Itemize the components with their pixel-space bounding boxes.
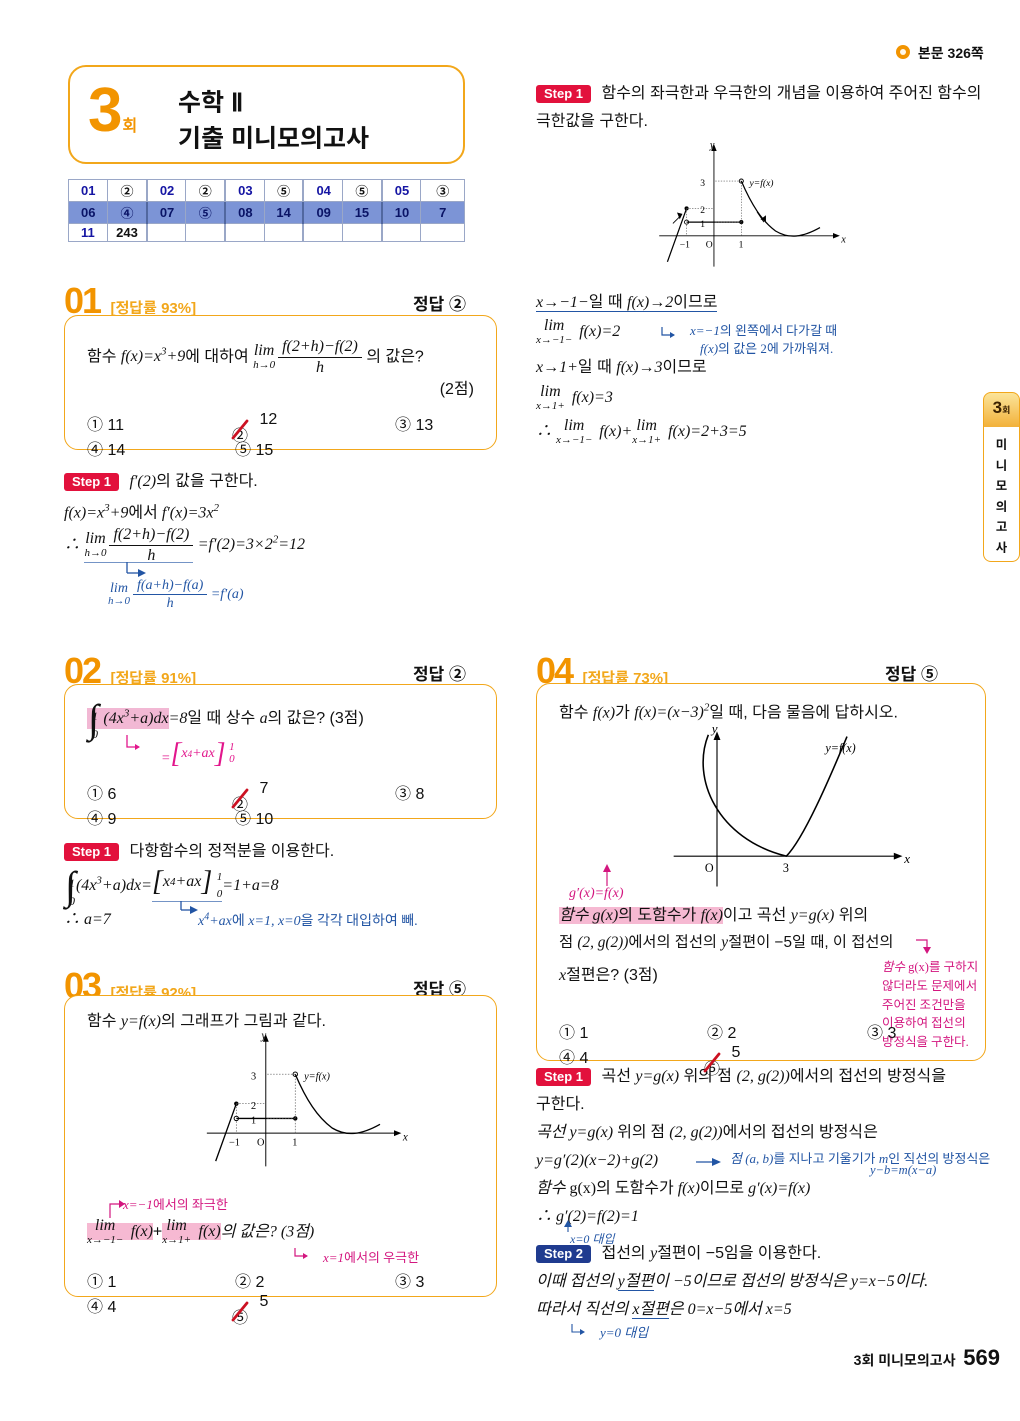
svg-text:1: 1 bbox=[739, 239, 744, 250]
svg-text:y=f(x): y=f(x) bbox=[303, 1071, 330, 1082]
svg-text:x: x bbox=[840, 235, 846, 246]
svg-text:y: y bbox=[260, 1030, 266, 1042]
svg-text:3: 3 bbox=[700, 178, 705, 189]
svg-text:1: 1 bbox=[292, 1138, 297, 1149]
svg-text:O: O bbox=[705, 861, 714, 875]
svg-text:y=f(x): y=f(x) bbox=[823, 741, 855, 755]
svg-text:y=f(x): y=f(x) bbox=[749, 178, 774, 189]
svg-text:3: 3 bbox=[783, 861, 789, 875]
svg-text:2: 2 bbox=[251, 1101, 256, 1112]
svg-text:1: 1 bbox=[700, 219, 705, 230]
svg-text:O: O bbox=[706, 239, 713, 250]
svg-text:x: x bbox=[903, 851, 910, 866]
svg-text:2: 2 bbox=[700, 205, 705, 216]
svg-text:3: 3 bbox=[251, 1071, 256, 1082]
svg-text:y: y bbox=[710, 726, 718, 736]
svg-text:1: 1 bbox=[251, 1116, 256, 1127]
svg-text:−1: −1 bbox=[680, 239, 690, 250]
svg-text:O: O bbox=[257, 1138, 265, 1149]
svg-text:x: x bbox=[402, 1132, 408, 1144]
svg-text:−1: −1 bbox=[229, 1138, 240, 1149]
svg-text:y: y bbox=[709, 140, 715, 151]
